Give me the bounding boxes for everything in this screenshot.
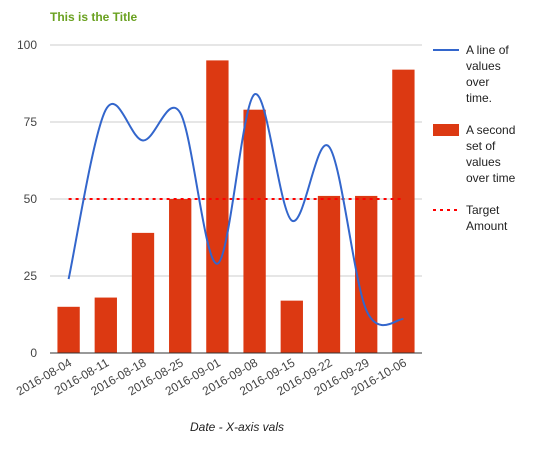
- chart-title: This is the Title: [50, 10, 138, 24]
- bar[interactable]: [206, 60, 229, 354]
- bar[interactable]: [355, 195, 378, 353]
- legend: A line of values over time. A second set of va…: [433, 43, 516, 233]
- bar[interactable]: [317, 195, 341, 353]
- bar[interactable]: [57, 306, 80, 353]
- legend-label: A line of values over time.: [466, 43, 509, 105]
- bar[interactable]: [94, 297, 117, 353]
- x-axis-title: Date - X-axis vals: [190, 420, 284, 434]
- y-tick-label: 50: [24, 192, 38, 206]
- bar[interactable]: [392, 69, 415, 353]
- bar[interactable]: [280, 300, 303, 353]
- y-tick-label: 100: [17, 38, 37, 52]
- legend-item[interactable]: A line of values over time.: [433, 43, 509, 105]
- y-tick-label: 25: [24, 269, 38, 283]
- bar-series: [57, 60, 415, 354]
- legend-item[interactable]: Target Amount: [433, 203, 508, 233]
- bar[interactable]: [243, 109, 266, 354]
- y-tick-label: 0: [30, 346, 37, 360]
- bar[interactable]: [169, 199, 192, 353]
- legend-item[interactable]: A second set of values over time: [433, 123, 516, 185]
- legend-label: Target Amount: [466, 203, 508, 233]
- legend-label: A second set of values over time: [466, 123, 516, 185]
- legend-swatch: [433, 124, 459, 136]
- y-tick-label: 75: [24, 115, 38, 129]
- line-path[interactable]: [67, 93, 404, 327]
- line-series: [67, 93, 404, 327]
- bar[interactable]: [131, 232, 155, 353]
